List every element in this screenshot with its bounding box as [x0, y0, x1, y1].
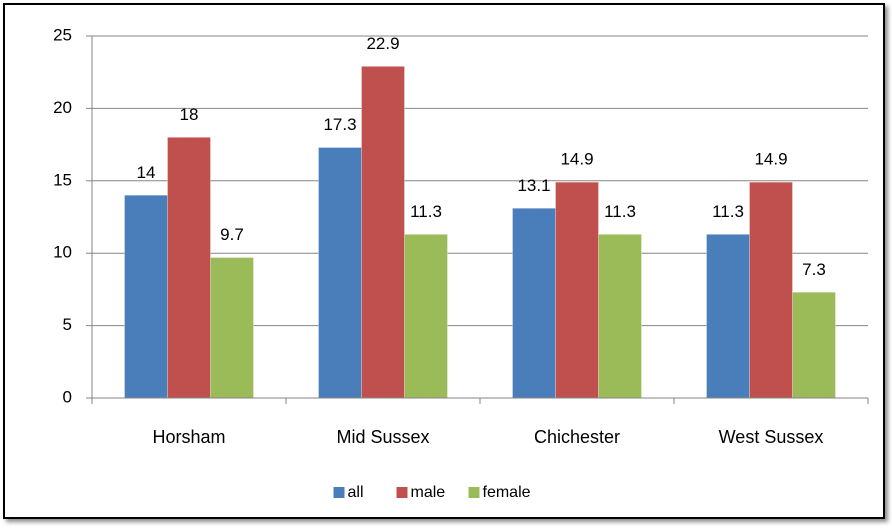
y-tick-label: 0 — [63, 387, 72, 406]
data-label: 11.3 — [604, 202, 636, 221]
legend-swatch-shade — [468, 487, 480, 498]
bar-shade — [555, 181, 599, 399]
bar-shade — [124, 194, 168, 399]
legend-swatch-shade — [333, 487, 345, 498]
x-tick-label: Horsham — [152, 427, 225, 447]
bar-shade — [210, 257, 254, 399]
legend-label: all — [348, 484, 364, 501]
y-tick-label: 5 — [63, 315, 72, 334]
data-label: 22.9 — [366, 34, 399, 53]
y-tick-label: 20 — [53, 98, 72, 117]
bar-shade — [167, 136, 211, 399]
bar-shade — [512, 207, 556, 399]
data-label: 14.9 — [754, 150, 787, 169]
x-tick-label: Mid Sussex — [336, 427, 429, 447]
data-label: 9.7 — [220, 225, 244, 244]
legend-label: female — [483, 484, 531, 501]
data-label: 13.1 — [517, 176, 550, 195]
data-label: 18 — [180, 105, 199, 124]
y-tick-label: 10 — [53, 243, 72, 262]
y-tick-label: 15 — [53, 170, 72, 189]
data-label: 14.9 — [560, 150, 593, 169]
y-tick-label: 25 — [53, 25, 72, 44]
data-label: 14 — [137, 163, 156, 182]
bar-shade — [598, 233, 642, 399]
data-label: 11.3 — [712, 202, 744, 221]
data-label: 17.3 — [323, 115, 356, 134]
bar-shade — [706, 233, 750, 399]
data-label: 7.3 — [802, 260, 826, 279]
legend-label: male — [411, 484, 446, 501]
bar-shade — [404, 233, 448, 399]
x-tick-label: West Sussex — [719, 427, 824, 447]
legend-swatch-shade — [396, 487, 408, 498]
bar-shade — [318, 146, 362, 399]
data-label: 11.3 — [410, 202, 442, 221]
bar-shade — [749, 181, 793, 399]
bar-shade — [361, 65, 405, 399]
bar-shade — [792, 291, 836, 399]
x-tick-label: Chichester — [534, 427, 620, 447]
